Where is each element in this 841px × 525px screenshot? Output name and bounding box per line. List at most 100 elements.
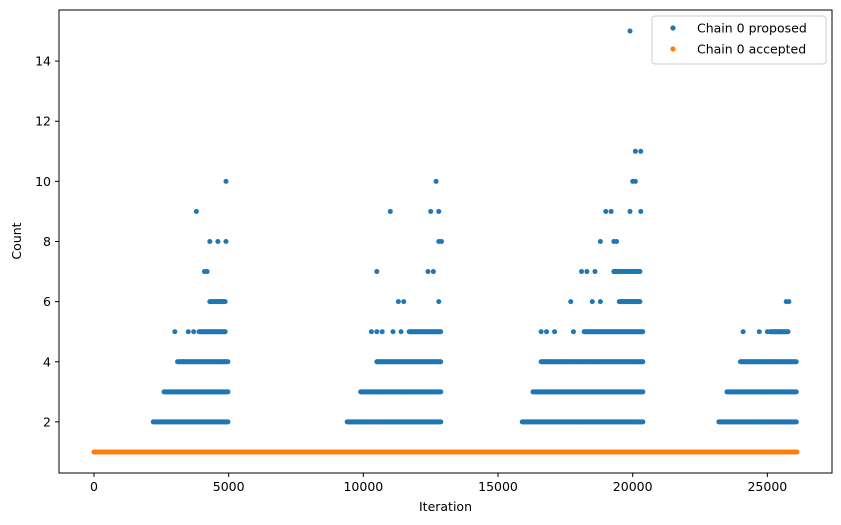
proposed-point	[225, 359, 231, 365]
proposed-point	[562, 359, 568, 365]
y-tick-label: 14	[35, 54, 51, 69]
proposed-point	[793, 359, 799, 365]
proposed-point	[632, 148, 638, 154]
proposed-point	[374, 329, 380, 335]
x-tick-label: 5000	[213, 479, 245, 494]
proposed-point	[438, 239, 444, 244]
plot-area	[59, 10, 832, 473]
proposed-point	[740, 329, 746, 335]
proposed-point	[793, 389, 799, 395]
proposed-point	[614, 239, 620, 244]
y-tick-label: 12	[35, 114, 51, 129]
proposed-point	[597, 299, 603, 305]
proposed-point	[785, 329, 791, 335]
proposed-point	[172, 329, 178, 335]
proposed-point	[390, 329, 396, 335]
proposed-point	[544, 329, 549, 335]
proposed-point	[225, 419, 231, 425]
legend-box	[651, 15, 827, 65]
proposed-point	[570, 329, 576, 335]
proposed-point	[436, 208, 442, 214]
proposed-point	[640, 419, 646, 425]
proposed-point	[597, 239, 603, 244]
proposed-point	[608, 208, 614, 214]
proposed-point	[549, 359, 555, 365]
proposed-point	[368, 329, 374, 335]
proposed-point	[584, 269, 590, 275]
data-markers	[91, 28, 800, 455]
proposed-point	[438, 389, 444, 395]
proposed-point	[638, 148, 644, 154]
proposed-point	[632, 178, 638, 184]
proposed-point	[793, 419, 799, 425]
proposed-point	[786, 299, 792, 305]
proposed-point	[395, 299, 401, 305]
y-tick-label: 6	[43, 294, 51, 309]
proposed-point	[401, 299, 407, 305]
proposed-point	[627, 208, 633, 214]
legend-label-proposed: Chain 0 proposed	[697, 21, 807, 36]
x-tick-label: 0	[90, 479, 98, 494]
legend-marker-proposed	[670, 25, 676, 31]
x-tick-label: 25000	[747, 479, 787, 494]
proposed-point	[772, 329, 778, 335]
proposed-point	[640, 329, 646, 335]
proposed-point	[627, 28, 633, 34]
proposed-point	[225, 389, 231, 395]
proposed-point	[603, 208, 609, 214]
proposed-point	[185, 329, 191, 335]
legend-label-accepted: Chain 0 accepted	[697, 42, 806, 57]
legend: Chain 0 proposed Chain 0 accepted	[651, 15, 827, 65]
proposed-point	[592, 269, 598, 275]
proposed-point	[204, 269, 210, 275]
proposed-point	[767, 359, 773, 365]
proposed-point	[538, 329, 544, 335]
x-axis-label: Iteration	[419, 499, 472, 514]
y-axis-ticks: 2 4 6 8 10 12 14	[35, 54, 59, 429]
x-tick-label: 20000	[613, 479, 653, 494]
y-tick-label: 4	[43, 354, 51, 369]
accepted-point	[794, 449, 800, 455]
proposed-point	[637, 269, 643, 275]
proposed-point	[579, 269, 585, 275]
proposed-point	[638, 208, 644, 214]
proposed-point	[191, 329, 197, 335]
proposed-point	[748, 359, 754, 365]
proposed-point	[589, 299, 595, 305]
proposed-point	[433, 178, 439, 184]
proposed-point	[215, 239, 221, 244]
proposed-point	[436, 299, 442, 305]
proposed-point	[379, 329, 385, 335]
proposed-point	[223, 239, 229, 244]
proposed-point	[222, 329, 228, 335]
proposed-point	[222, 299, 228, 305]
y-axis-label: Count	[9, 222, 24, 259]
proposed-point	[438, 419, 444, 425]
proposed-point	[387, 208, 393, 214]
proposed-point	[640, 359, 646, 365]
proposed-point	[223, 178, 229, 184]
y-tick-label: 10	[35, 174, 51, 189]
x-axis-ticks: 0 5000 10000 15000 20000 25000	[90, 473, 787, 494]
proposed-point	[568, 299, 574, 305]
proposed-point	[754, 359, 760, 365]
proposed-point	[425, 269, 431, 275]
proposed-point	[207, 239, 213, 244]
proposed-point	[428, 208, 434, 214]
proposed-point	[640, 389, 646, 395]
proposed-point	[374, 269, 380, 275]
proposed-point	[438, 359, 444, 365]
proposed-point	[756, 329, 762, 335]
proposed-point	[398, 329, 404, 335]
proposed-point	[778, 329, 784, 335]
proposed-point	[180, 359, 186, 365]
proposed-point	[430, 269, 436, 275]
proposed-point	[552, 329, 558, 335]
proposed-point	[438, 329, 444, 335]
y-tick-label: 8	[43, 234, 51, 249]
proposed-point	[637, 299, 643, 305]
x-tick-label: 15000	[478, 479, 518, 494]
legend-marker-accepted	[670, 46, 676, 52]
proposed-point	[764, 329, 770, 335]
